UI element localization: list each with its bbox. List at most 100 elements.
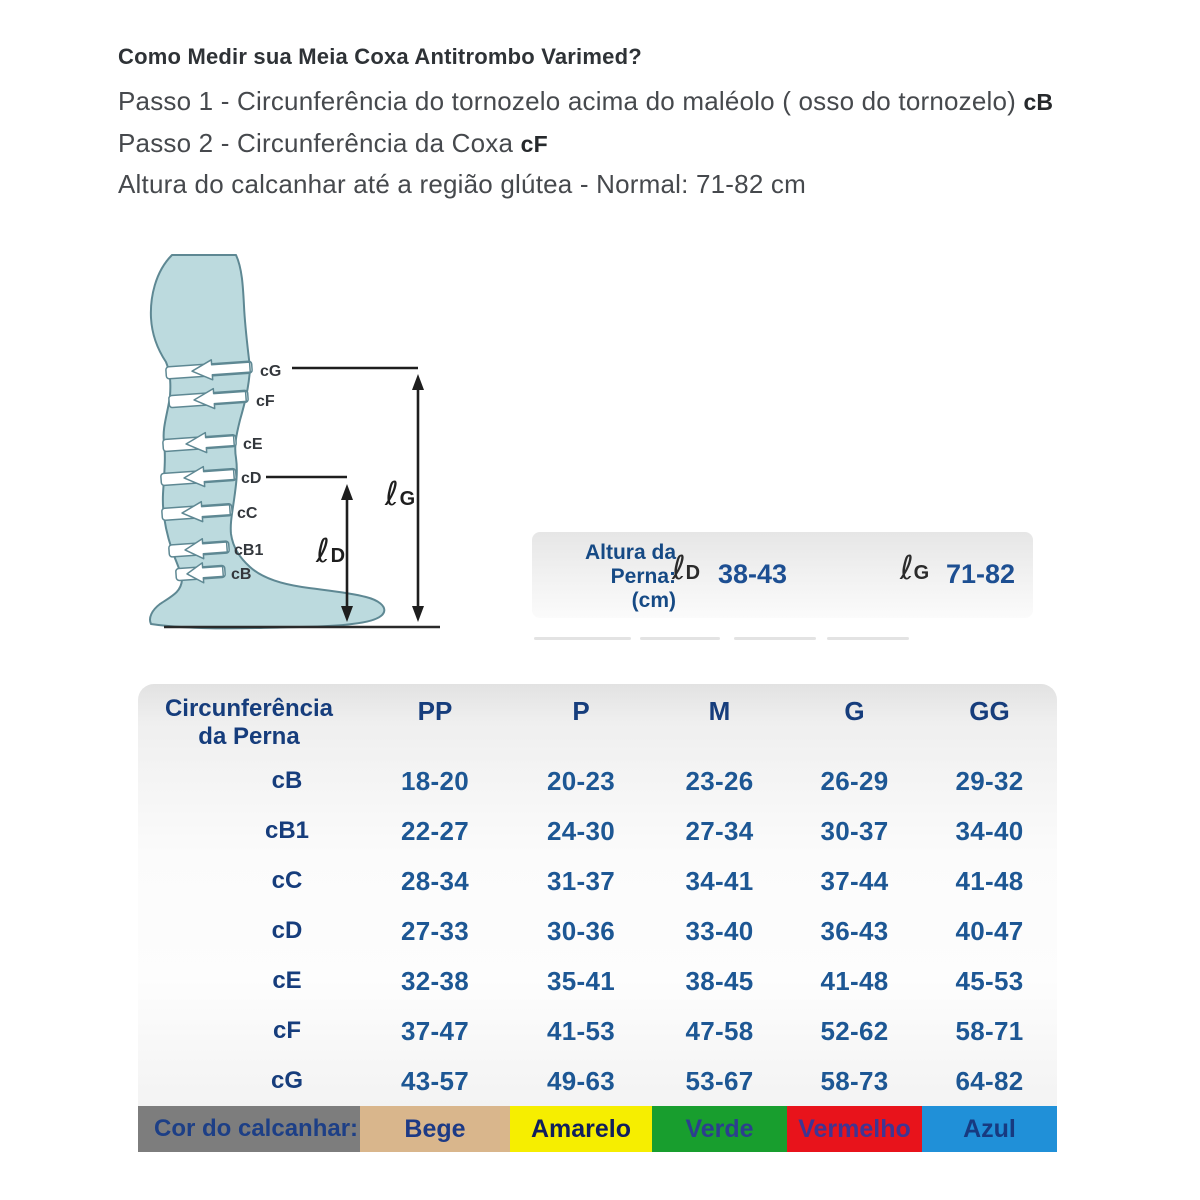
leg-height-label: Altura da Perna: (cm) [558, 541, 676, 613]
size-cell: 27-34 [685, 815, 754, 846]
lg-value: 71-82 [946, 559, 1016, 589]
band-cC [161, 500, 233, 523]
faint-guide-line [640, 637, 720, 640]
heel-height-note: Altura do calcanhar até a região glútea … [118, 169, 806, 199]
row-label-cE: cE [272, 967, 302, 994]
heel-color-bege: Bege [360, 1106, 510, 1152]
size-cell: 28-34 [401, 865, 469, 896]
column-header-g: G [844, 696, 865, 726]
size-cell: 52-62 [820, 1015, 889, 1046]
size-cell: 29-32 [955, 765, 1024, 796]
column-header-m: M [708, 696, 731, 726]
size-table: Circunferência da Perna PP P M G GG cB 1… [138, 684, 1057, 1106]
band-cB1 [168, 537, 230, 560]
heel-color-verde: Verde [652, 1106, 787, 1152]
size-cell: 30-37 [820, 815, 889, 846]
row-label-cG: cG [270, 1067, 303, 1094]
step-1-code: cB [1023, 89, 1054, 115]
size-cell: 38-45 [685, 965, 754, 996]
column-header-p: P [572, 696, 590, 726]
corner-line2: da Perna [198, 723, 300, 750]
size-cell: 41-48 [820, 965, 889, 996]
band-label-cE: cE [243, 436, 263, 453]
step-1-line: Passo 1 - Circunferência do tornozelo ac… [118, 86, 1053, 117]
size-cell: 36-43 [820, 915, 889, 946]
size-cell: 41-48 [955, 865, 1024, 896]
step-2-line: Passo 2 - Circunferência da Coxa cF [118, 128, 548, 159]
size-cell: 43-57 [401, 1065, 469, 1096]
leg-height-label-line2: Perna: [610, 565, 676, 588]
row-label-cB1: cB1 [264, 817, 310, 844]
table-corner-header: Circunferência da Perna [138, 684, 360, 756]
band-label-cD: cD [241, 470, 261, 487]
band-cF [168, 387, 249, 410]
page-title: Como Medir sua Meia Coxa Antitrombo Vari… [118, 44, 642, 69]
length-d-label: ℓD [315, 531, 345, 570]
size-cell: 33-40 [685, 915, 754, 946]
band-label-cC: cC [237, 505, 258, 522]
length-g-label: ℓG [384, 474, 415, 513]
row-label-cC: cC [271, 867, 303, 894]
size-cell: 58-71 [955, 1015, 1024, 1046]
heel-color-vermelho: Vermelho [787, 1106, 922, 1152]
size-cell: 37-47 [401, 1015, 469, 1046]
leg-height-box: Altura da Perna: (cm) ℓD 38-43 ℓG 71-82 [532, 532, 1033, 618]
size-cell: 27-33 [401, 915, 469, 946]
band-label-cB: cB [231, 566, 251, 583]
heel-color-band: Cor do calcanhar: Bege Amarelo Verde Ver… [138, 1106, 1057, 1152]
step-1-text: Passo 1 - Circunferência do tornozelo ac… [118, 86, 1024, 116]
size-cell: 22-27 [401, 815, 469, 846]
size-cell: 23-26 [685, 765, 754, 796]
band-label-cB1: cB1 [234, 542, 263, 559]
ld-value: 38-43 [718, 559, 788, 589]
band-label-cG: cG [260, 363, 281, 380]
heel-color-label: Cor do calcanhar: [138, 1106, 360, 1152]
row-label-cF: cF [272, 1017, 301, 1044]
length-g-arrow [412, 374, 424, 622]
row-label-cB: cB [271, 767, 303, 794]
row-label-cD: cD [271, 917, 303, 944]
leg-height-label-line3: (cm) [631, 589, 676, 612]
size-cell: 35-41 [547, 965, 615, 996]
size-cell: 32-38 [401, 965, 469, 996]
faint-guide-line [534, 637, 631, 640]
heel-color-azul: Azul [922, 1106, 1057, 1152]
band-cB [175, 562, 226, 584]
column-header-gg: GG [969, 696, 1010, 726]
corner-line1: Circunferência [164, 695, 334, 722]
band-label-cF: cF [256, 393, 275, 410]
faint-guide-line [827, 637, 909, 640]
size-cell: 41-53 [547, 1015, 615, 1046]
heel-color-amarelo: Amarelo [510, 1106, 652, 1152]
step-2-text: Passo 2 - Circunferência da Coxa [118, 128, 521, 158]
size-cell: 31-37 [547, 865, 615, 896]
size-cell: 37-44 [820, 865, 889, 896]
leg-measurement-diagram: cG cF cE cD cC cB1 cB ℓG ℓD [149, 254, 440, 630]
size-cell: 64-82 [955, 1065, 1024, 1096]
step-2-code: cF [520, 131, 548, 157]
ld-symbol: ℓD [672, 548, 701, 587]
band-cE [162, 431, 237, 454]
size-cell: 24-30 [547, 815, 615, 846]
size-cell: 47-58 [685, 1015, 754, 1046]
size-cell: 30-36 [547, 915, 615, 946]
band-cD [160, 465, 237, 488]
faint-guide-line [734, 637, 816, 640]
size-cell: 18-20 [401, 765, 469, 796]
size-cell: 34-40 [955, 815, 1024, 846]
length-d-arrow [341, 484, 353, 622]
band-cG [165, 359, 253, 381]
size-cell: 53-67 [685, 1065, 754, 1096]
lg-symbol: ℓG [900, 548, 930, 587]
size-cell: 49-63 [547, 1065, 615, 1096]
size-cell: 34-41 [685, 865, 754, 896]
size-cell: 26-29 [820, 765, 889, 796]
size-cell: 20-23 [547, 765, 615, 796]
leg-height-label-line1: Altura da [584, 541, 676, 564]
column-header-pp: PP [417, 696, 453, 726]
size-cell: 40-47 [955, 915, 1024, 946]
size-cell: 58-73 [820, 1065, 889, 1096]
size-cell: 45-53 [955, 965, 1024, 996]
leg-silhouette [149, 254, 386, 630]
